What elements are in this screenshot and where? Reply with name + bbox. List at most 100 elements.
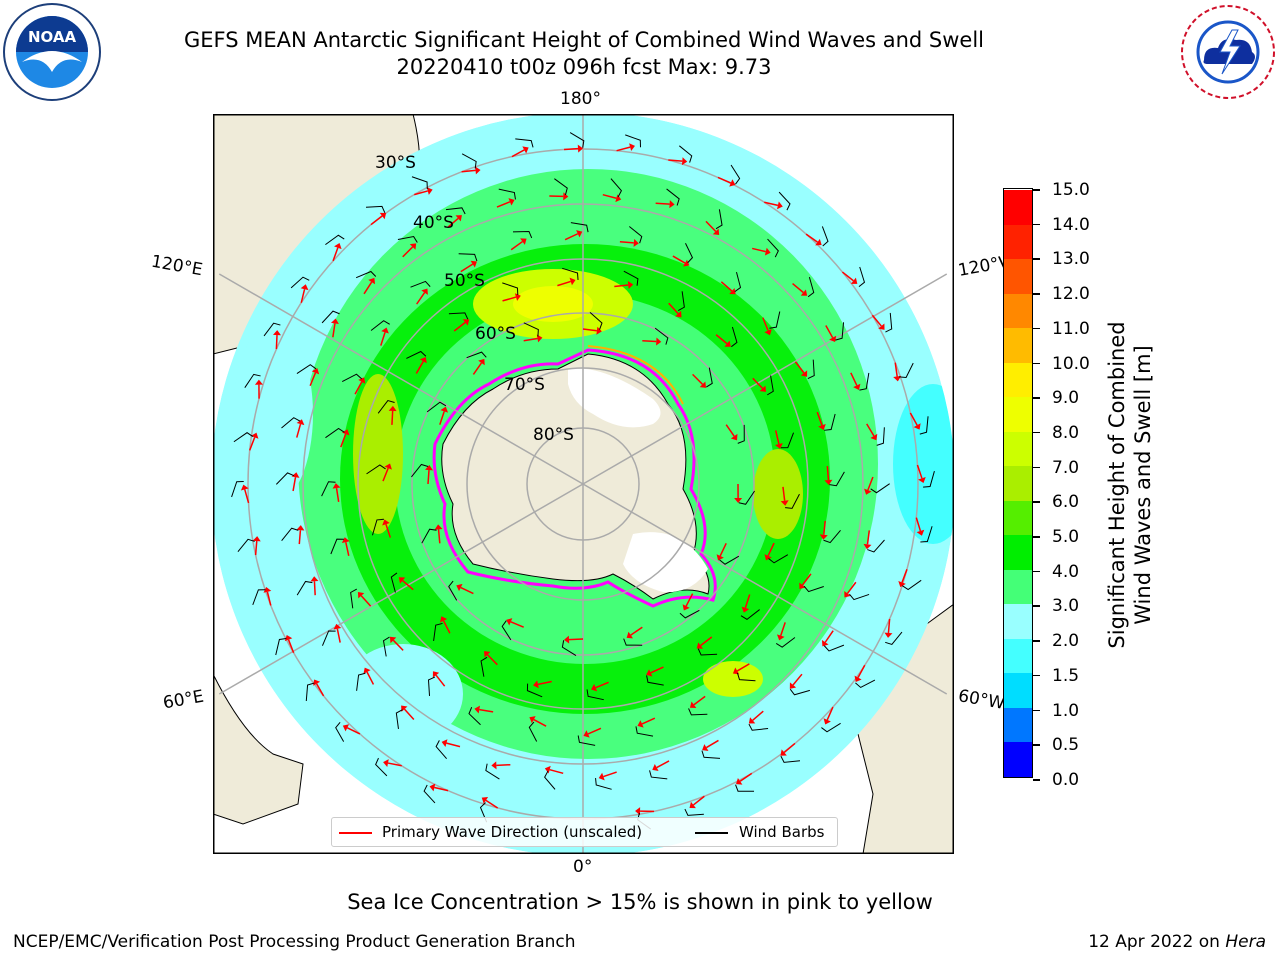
wave-direction-arrowhead bbox=[508, 198, 515, 206]
colorbar-segment bbox=[1004, 293, 1032, 329]
wave-direction-arrowhead bbox=[777, 201, 783, 210]
wave-direction-arrow bbox=[537, 680, 552, 686]
wave-direction-arrow bbox=[446, 742, 461, 748]
wave-direction-arrowhead bbox=[916, 529, 925, 536]
colorbar-segment bbox=[1004, 431, 1032, 467]
wind-barb bbox=[252, 589, 266, 606]
wave-direction-arrow bbox=[563, 147, 579, 151]
wave-direction-arrow bbox=[826, 706, 834, 721]
wave-direction-arrow bbox=[841, 271, 854, 282]
wind-barb bbox=[719, 555, 740, 565]
wave-direction-arrow bbox=[805, 233, 818, 243]
wave-direction-arrow bbox=[668, 159, 683, 162]
colorbar-segment bbox=[1004, 500, 1032, 536]
wave-direction-arrowhead bbox=[491, 761, 497, 770]
wave-direction-arrowhead bbox=[799, 582, 806, 590]
wind-barb bbox=[231, 480, 244, 498]
wind-barb bbox=[920, 526, 933, 543]
wave-direction-arrow bbox=[439, 411, 445, 425]
wind-barb bbox=[342, 373, 363, 382]
colorbar-tick bbox=[1033, 779, 1040, 781]
wave-direction-arrow bbox=[736, 663, 750, 672]
colorbar-tick-label: 14.0 bbox=[1052, 214, 1090, 235]
wave-direction-arrowhead bbox=[741, 606, 750, 613]
wave-direction-arrowhead bbox=[681, 157, 688, 166]
wave-direction-arrow bbox=[846, 581, 857, 594]
wave-direction-arrowhead bbox=[918, 477, 926, 484]
wind-barb bbox=[823, 644, 845, 652]
wave-direction-arrow bbox=[292, 477, 297, 492]
wave-direction-arrowhead bbox=[712, 228, 720, 236]
wind-barb bbox=[735, 784, 755, 792]
wave-direction-arrow bbox=[461, 169, 476, 173]
wind-barb bbox=[785, 493, 800, 509]
colorbar-segment bbox=[1004, 396, 1032, 432]
wave-direction-arrow bbox=[619, 241, 634, 244]
colorbar-tick-label: 3.0 bbox=[1052, 596, 1080, 617]
wave-direction-arrow bbox=[824, 630, 834, 643]
wind-barb bbox=[734, 271, 742, 293]
wind-barb bbox=[512, 230, 533, 239]
wave-direction-arrowhead bbox=[732, 667, 740, 675]
wind-barb bbox=[876, 427, 885, 446]
wind-barb bbox=[623, 270, 639, 286]
wave-direction-arrow bbox=[764, 201, 779, 207]
wind-barb bbox=[923, 470, 935, 488]
lon-label-120e: 120°E bbox=[149, 251, 205, 281]
wind-barb bbox=[335, 721, 345, 742]
wave-direction-arrow bbox=[502, 296, 517, 302]
wind-barb bbox=[780, 755, 801, 763]
colorbar-segment bbox=[1004, 707, 1032, 743]
wave-direction-arrowhead bbox=[240, 484, 249, 491]
wind-barb bbox=[577, 735, 596, 746]
wave-direction-arrow bbox=[857, 664, 866, 678]
colorbar-tick bbox=[1033, 674, 1040, 677]
wave-direction-arrowhead bbox=[332, 483, 341, 489]
wave-direction-arrowhead bbox=[759, 385, 767, 392]
colorbar-segment bbox=[1004, 327, 1032, 363]
wind-barb bbox=[824, 413, 836, 431]
wave-direction-arrow bbox=[616, 146, 631, 152]
wave-direction-arrow bbox=[244, 489, 250, 504]
colorbar-tick-label: 0.0 bbox=[1052, 770, 1080, 790]
wave-direction-arrowhead bbox=[635, 807, 641, 816]
wave-direction-arrowhead bbox=[591, 683, 598, 692]
wave-direction-arrow bbox=[717, 176, 732, 184]
wave-direction-arrow bbox=[630, 626, 643, 636]
wave-direction-arrowhead bbox=[596, 326, 602, 335]
footer-branch: NCEP/EMC/Verification Post Processing Pr… bbox=[13, 932, 576, 952]
wave-direction-arrowhead bbox=[419, 356, 427, 364]
wave-direction-arrowhead bbox=[284, 635, 293, 642]
wind-barb bbox=[502, 282, 519, 295]
wind-barb bbox=[569, 132, 585, 148]
wave-direction-arrow bbox=[496, 201, 511, 208]
wave-direction-arrow bbox=[332, 323, 336, 338]
wave-direction-arrow bbox=[564, 233, 579, 241]
wind-barb bbox=[448, 580, 458, 601]
colorbar-segment bbox=[1004, 603, 1032, 639]
wave-direction-arrow bbox=[557, 280, 571, 287]
wind-barb bbox=[855, 679, 876, 689]
wave-direction-arrow bbox=[313, 581, 316, 596]
wave-direction-arrow bbox=[866, 530, 871, 545]
wave-direction-arrow bbox=[825, 325, 834, 339]
wave-direction-arrowhead bbox=[823, 718, 831, 725]
wind-barb bbox=[625, 134, 642, 148]
colorbar-tick bbox=[1033, 293, 1040, 295]
wave-direction-arrow bbox=[801, 573, 812, 586]
svg-text:NOAA: NOAA bbox=[28, 28, 77, 46]
wave-direction-arrowhead bbox=[884, 632, 893, 638]
colorbar bbox=[1003, 188, 1033, 778]
colorbar-tick-label: 1.0 bbox=[1052, 700, 1080, 721]
lat-label-30s: 30°S bbox=[375, 153, 416, 173]
wave-direction-arrow bbox=[641, 717, 656, 725]
wave-direction-arrow bbox=[706, 739, 719, 749]
wave-direction-arrow bbox=[403, 708, 415, 721]
wind-barb bbox=[466, 351, 487, 359]
colorbar-tick bbox=[1033, 327, 1040, 330]
wave-direction-arrowhead bbox=[776, 634, 785, 641]
wave-direction-arrowhead bbox=[724, 340, 731, 347]
wave-direction-arrowhead bbox=[341, 429, 350, 436]
footer-date-text: 12 Apr 2022 bbox=[1088, 932, 1194, 952]
wave-direction-arrow bbox=[296, 423, 302, 438]
